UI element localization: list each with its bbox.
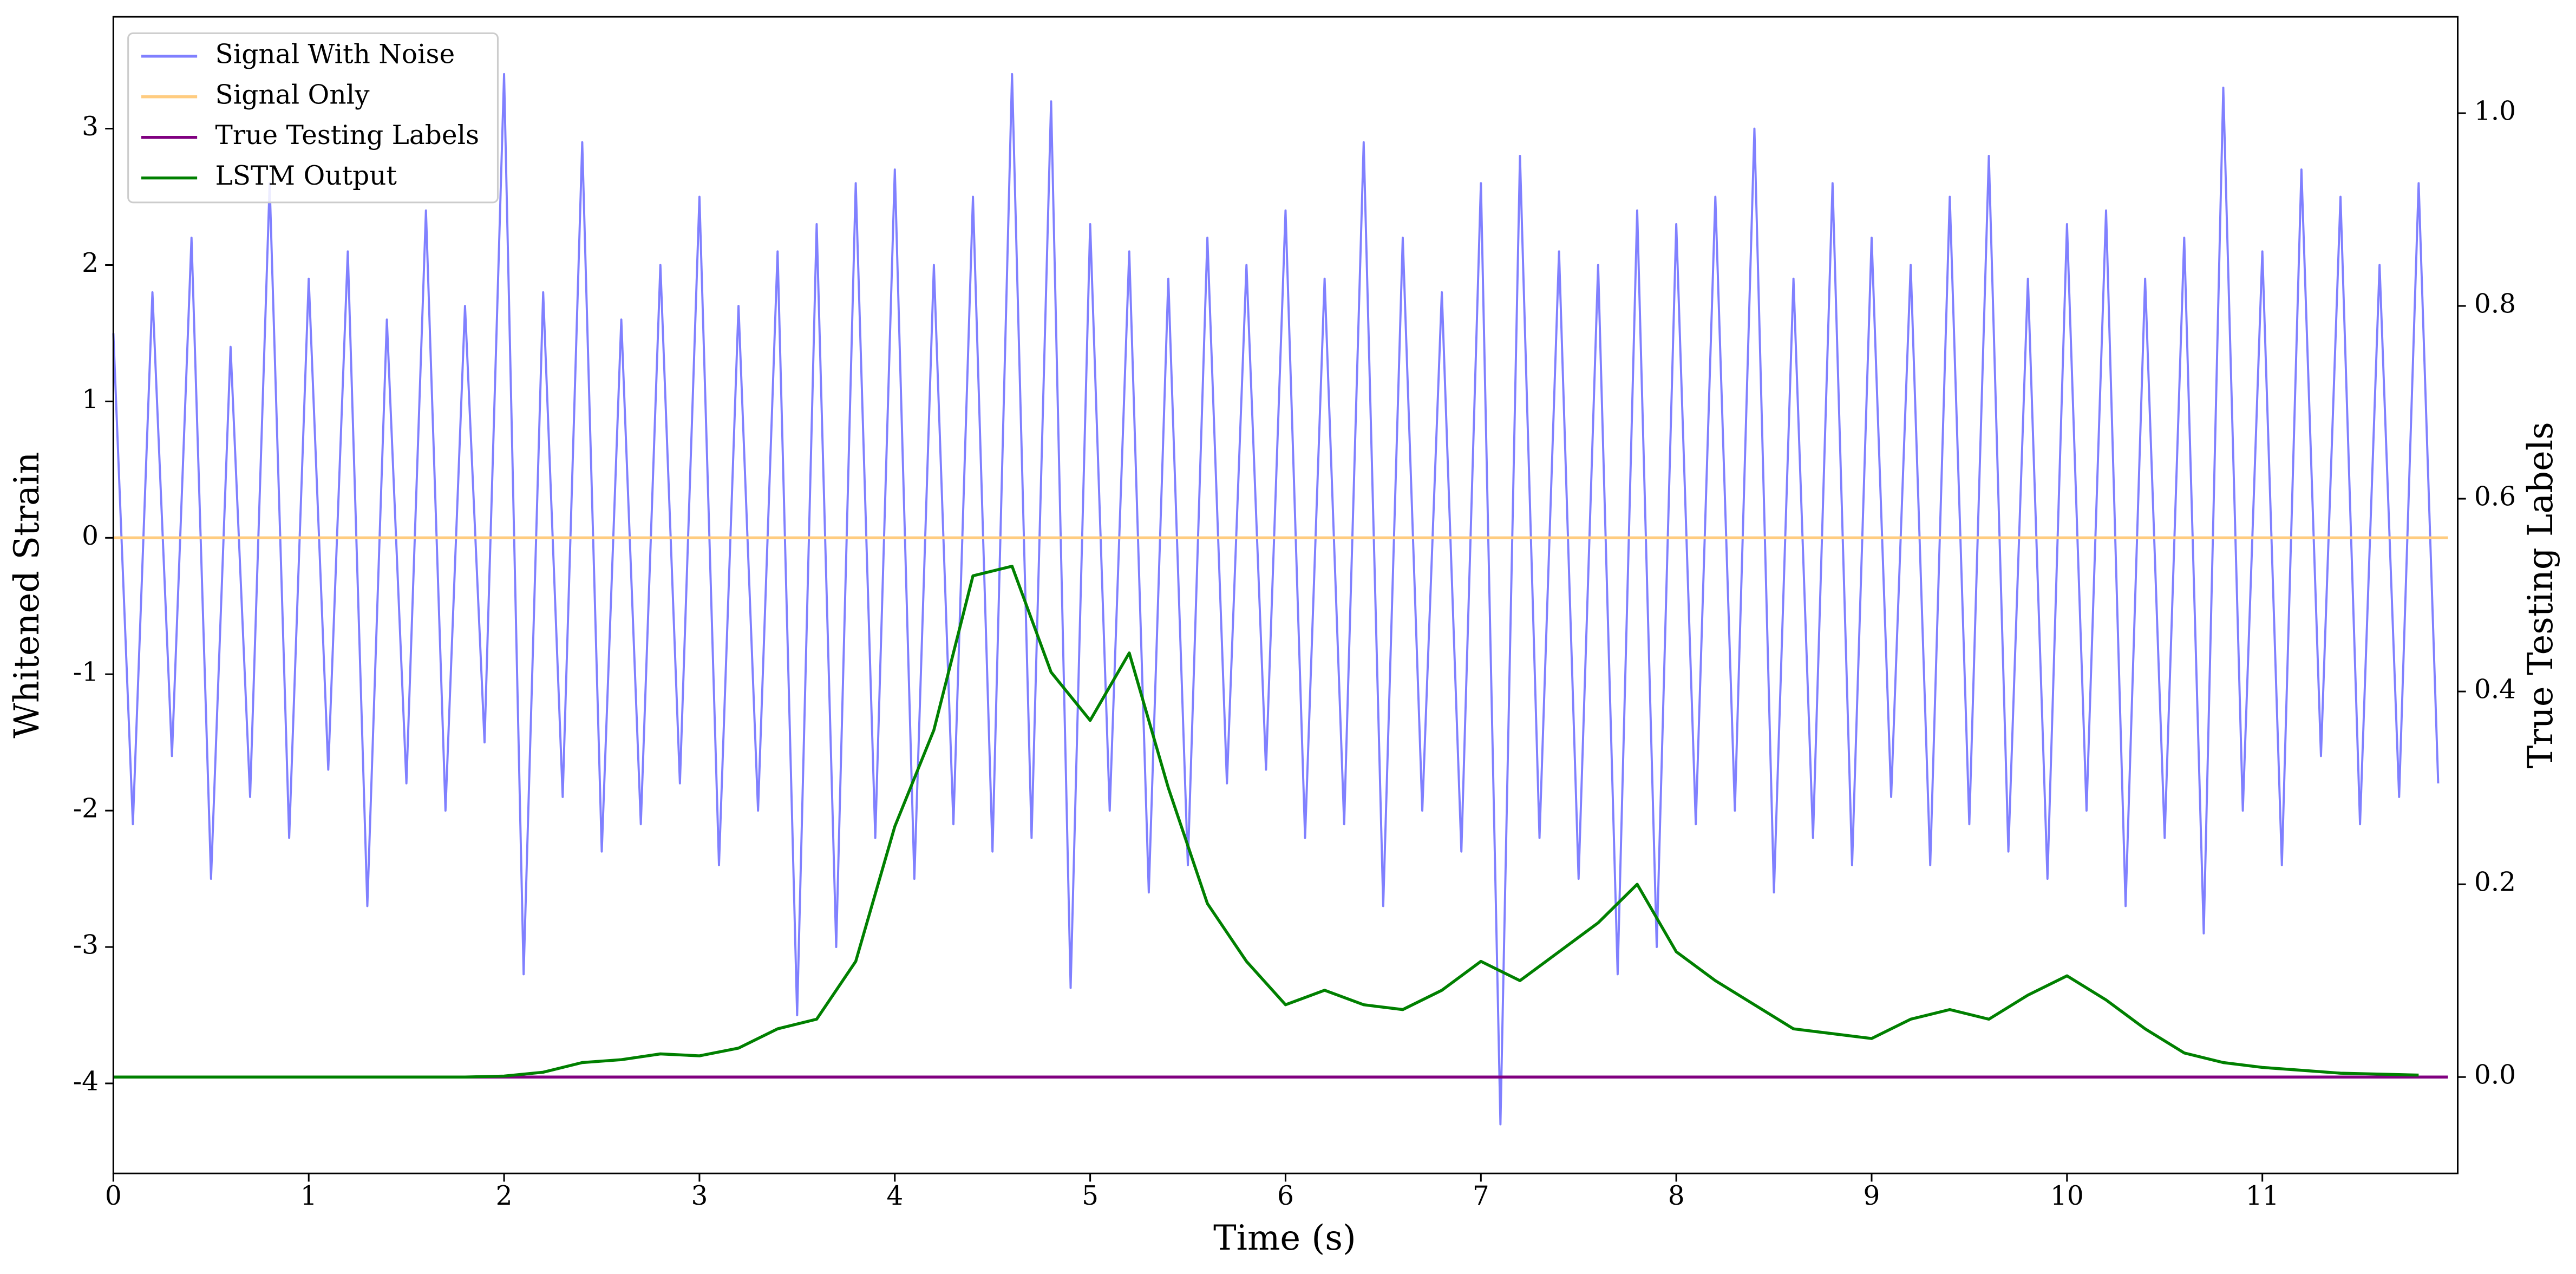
y2-tick-label: 0.4 [2474, 675, 2516, 705]
x-tick-label: 4 [886, 1181, 903, 1211]
x-tick-label: 11 [2246, 1181, 2279, 1211]
x-tick-label: 6 [1277, 1181, 1294, 1211]
y2-axis-label: True Testing Labels [2521, 422, 2561, 768]
x-axis-label: Time (s) [1213, 1218, 1356, 1258]
x-tick-label: 9 [1864, 1181, 1880, 1211]
y-axis-label: Whitened Strain [7, 452, 47, 739]
y2-tick-label: 0.0 [2474, 1060, 2516, 1090]
y-tick-label: -1 [73, 657, 99, 688]
y2-tick-label: 0.2 [2474, 867, 2516, 898]
legend-label: LSTM Output [215, 161, 397, 191]
x-tick-label: 8 [1668, 1181, 1685, 1211]
legend-label: True Testing Labels [215, 120, 480, 151]
y2-tick-label: 1.0 [2474, 96, 2516, 127]
y-tick-label: -4 [73, 1066, 99, 1096]
y-tick-label: 3 [82, 112, 99, 142]
y-tick-label: -2 [73, 794, 99, 824]
series-line [113, 564, 2419, 1079]
y-tick-label: -3 [73, 930, 99, 961]
legend-label: Signal With Noise [215, 39, 455, 69]
y-tick-label: 2 [82, 248, 99, 278]
y-tick-label: 1 [82, 384, 99, 415]
x-tick-label: 5 [1082, 1181, 1099, 1211]
legend: Signal With Noise Signal Only True Testing… [127, 32, 499, 204]
y2-tick-label: 0.6 [2474, 482, 2516, 512]
x-tick-label: 7 [1473, 1181, 1489, 1211]
plot-area [112, 73, 2448, 1126]
x-tick-label: 1 [300, 1181, 317, 1211]
series-line [112, 73, 2440, 1126]
legend-label: Signal Only [215, 80, 370, 110]
x-tick-label: 3 [691, 1181, 708, 1211]
y2-tick-label: 0.8 [2474, 289, 2516, 319]
y-tick-label: 0 [82, 521, 99, 551]
x-tick-label: 10 [2050, 1181, 2084, 1211]
x-tick-label: 0 [105, 1181, 122, 1211]
x-tick-label: 2 [496, 1181, 513, 1211]
legend-box [127, 32, 499, 204]
axes-frame [112, 16, 2459, 1174]
